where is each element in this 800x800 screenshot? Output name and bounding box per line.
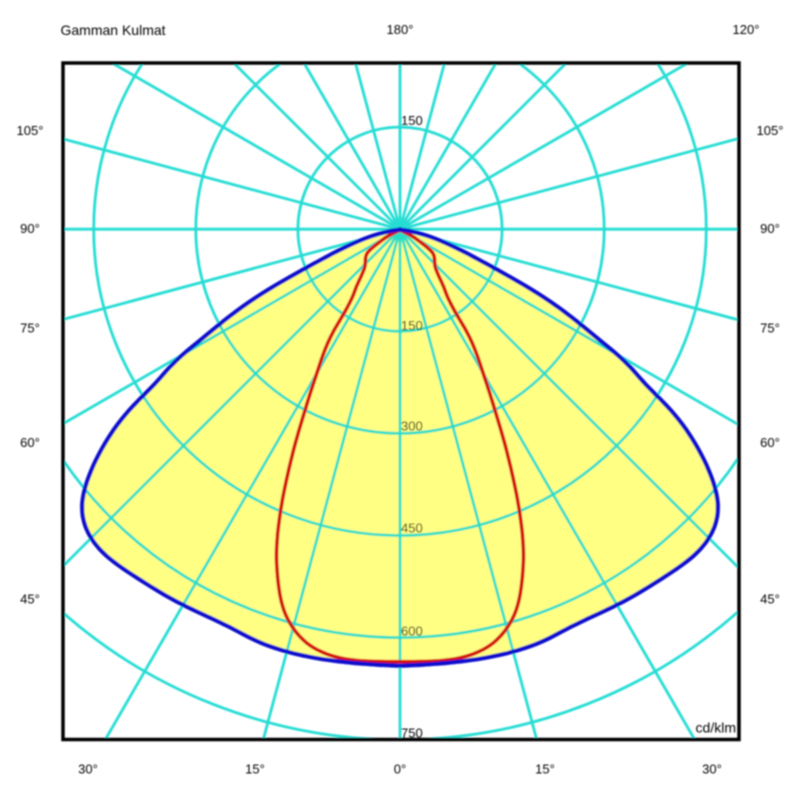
svg-text:75°: 75° — [760, 321, 780, 336]
svg-text:15°: 15° — [245, 762, 265, 777]
svg-text:105°: 105° — [757, 123, 784, 138]
svg-text:45°: 45° — [760, 592, 780, 607]
svg-text:180°: 180° — [387, 22, 414, 37]
svg-text:45°: 45° — [20, 592, 40, 607]
svg-text:0°: 0° — [394, 762, 406, 777]
svg-text:150: 150 — [401, 113, 423, 128]
svg-text:75°: 75° — [20, 321, 40, 336]
svg-text:600: 600 — [401, 624, 423, 639]
svg-text:150: 150 — [401, 318, 423, 333]
svg-text:15°: 15° — [535, 762, 555, 777]
svg-text:60°: 60° — [760, 435, 780, 450]
svg-text:450: 450 — [401, 521, 423, 536]
svg-text:90°: 90° — [20, 221, 40, 236]
svg-text:Gamman Kulmat: Gamman Kulmat — [61, 22, 166, 38]
svg-text:30°: 30° — [702, 762, 722, 777]
svg-text:30°: 30° — [78, 762, 98, 777]
svg-text:300: 300 — [401, 419, 423, 434]
svg-text:90°: 90° — [760, 221, 780, 236]
svg-text:120°: 120° — [733, 22, 760, 37]
svg-text:cd/klm: cd/klm — [696, 720, 736, 736]
svg-text:750: 750 — [401, 726, 423, 741]
svg-text:60°: 60° — [20, 435, 40, 450]
svg-text:105°: 105° — [17, 123, 44, 138]
